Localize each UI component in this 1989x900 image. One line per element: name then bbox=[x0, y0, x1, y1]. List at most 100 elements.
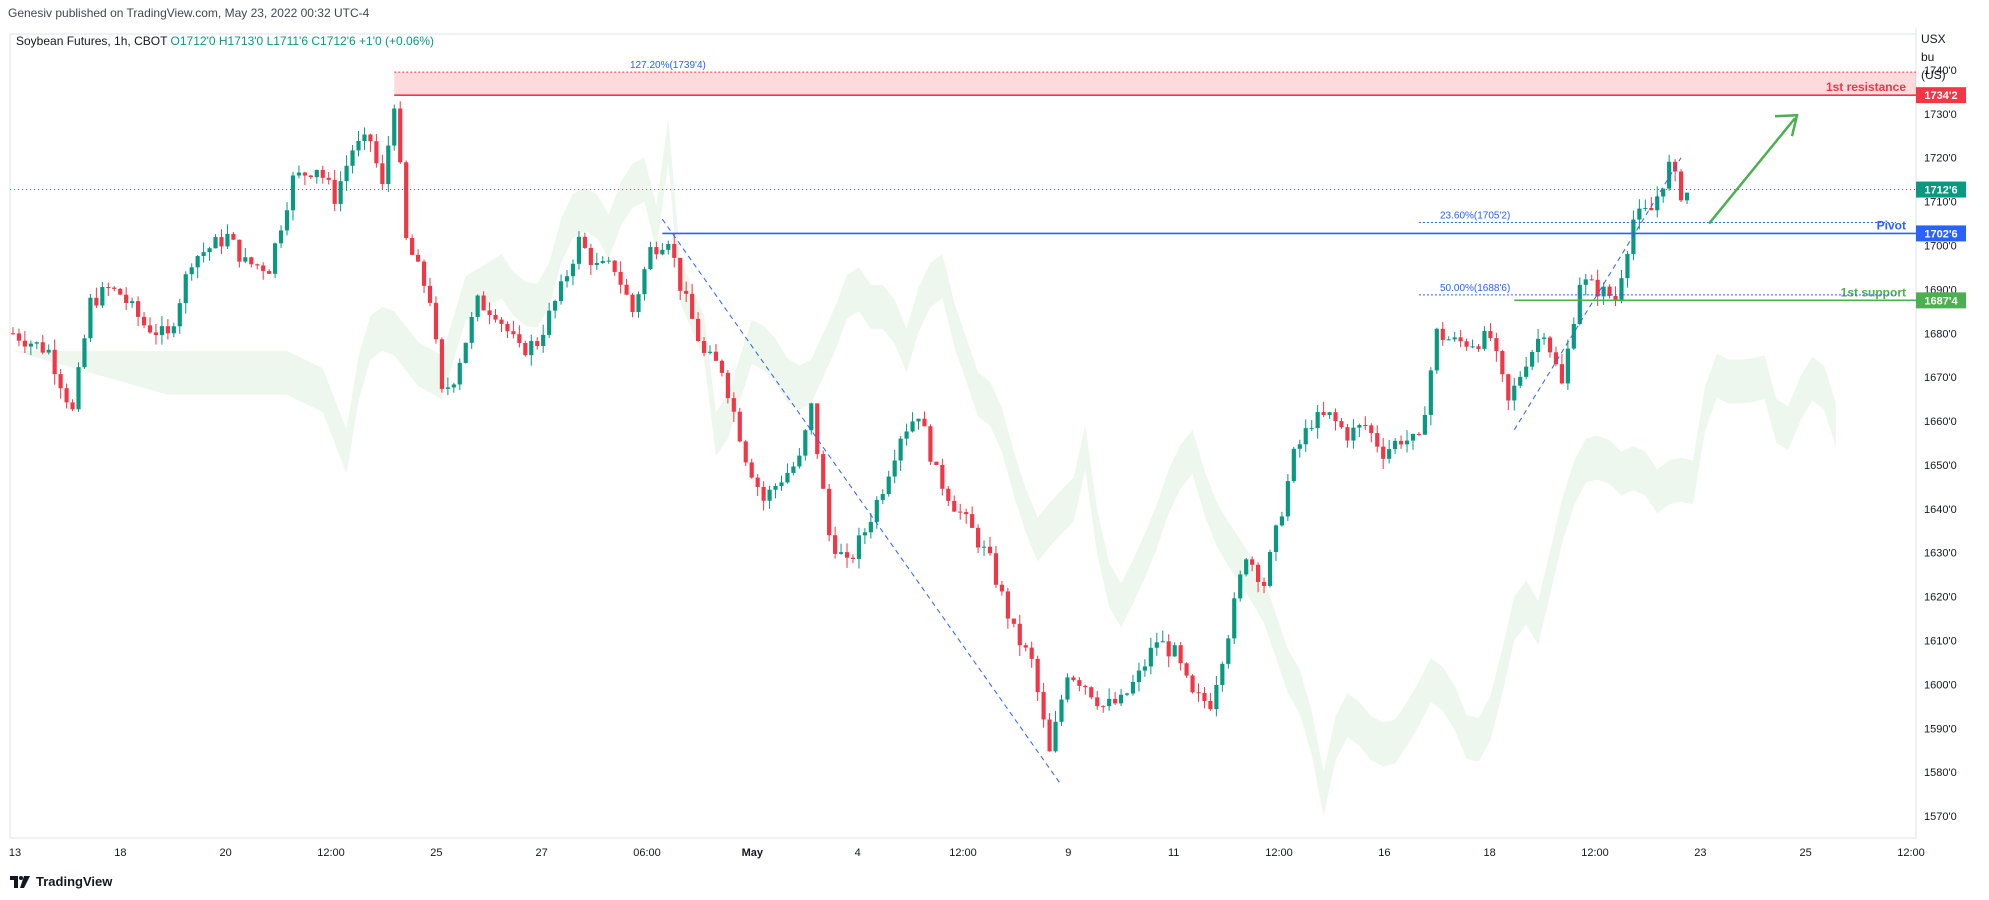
candle-body bbox=[362, 134, 366, 140]
candle-body bbox=[851, 558, 855, 559]
candle-body bbox=[1429, 370, 1433, 415]
candle-body bbox=[1679, 172, 1683, 201]
candle-body bbox=[1071, 677, 1075, 680]
price-tick-label: 1600'0 bbox=[1924, 679, 1957, 691]
candle-body bbox=[571, 264, 575, 276]
candle-body bbox=[654, 247, 658, 254]
candle-body bbox=[142, 317, 146, 325]
candle-body bbox=[803, 430, 807, 455]
candle-body bbox=[1417, 434, 1421, 435]
candle-body bbox=[1131, 682, 1135, 693]
candle-body bbox=[1578, 285, 1582, 324]
candle-body bbox=[184, 274, 188, 303]
candle-body bbox=[750, 462, 754, 477]
candle-body bbox=[59, 374, 63, 388]
candle-body bbox=[791, 466, 795, 472]
candle-body bbox=[523, 343, 527, 355]
candle-body bbox=[1447, 339, 1451, 340]
candle-body bbox=[1649, 208, 1653, 210]
candle-body bbox=[696, 319, 700, 341]
time-tick-label: 23 bbox=[1694, 847, 1706, 859]
time-tick-label: 12:00 bbox=[1265, 847, 1293, 859]
candle-body bbox=[1631, 220, 1635, 254]
candle-body bbox=[172, 326, 176, 333]
price-tag-label: 1712'6 bbox=[1924, 185, 1957, 197]
candle-body bbox=[118, 289, 122, 295]
tradingview-logo-icon bbox=[10, 876, 30, 888]
candle-body bbox=[1208, 701, 1212, 709]
candle-body bbox=[589, 248, 593, 265]
candle-body bbox=[756, 478, 760, 487]
candle-body bbox=[1226, 638, 1230, 663]
candle-body bbox=[1119, 695, 1123, 704]
candle-body bbox=[1173, 645, 1177, 656]
candle-body bbox=[1238, 574, 1242, 598]
candle-body bbox=[1155, 642, 1159, 647]
time-tick-label: 12:00 bbox=[949, 847, 977, 859]
fib-label: 50.00%(1688'6) bbox=[1440, 283, 1510, 294]
candle-body bbox=[1506, 374, 1510, 400]
candle-body bbox=[249, 257, 253, 264]
candle-body bbox=[946, 489, 950, 501]
candle-body bbox=[1143, 666, 1147, 670]
candle-body bbox=[1047, 719, 1051, 751]
candle-body bbox=[1202, 693, 1206, 701]
candle-body bbox=[1024, 645, 1028, 647]
price-tick-label: 1700'0 bbox=[1924, 241, 1957, 253]
candle-body bbox=[368, 134, 372, 141]
candle-body bbox=[1185, 663, 1189, 675]
candle-body bbox=[1411, 434, 1415, 441]
candle-body bbox=[434, 303, 438, 339]
candle-body bbox=[1369, 425, 1373, 433]
candle-body bbox=[839, 552, 843, 554]
candle-body bbox=[857, 535, 861, 559]
candle-body bbox=[1584, 279, 1588, 284]
price-tag-label: 1734'2 bbox=[1924, 90, 1957, 102]
candle-body bbox=[636, 294, 640, 312]
candle-body bbox=[1042, 692, 1046, 719]
candle-body bbox=[1351, 428, 1355, 441]
candle-body bbox=[237, 240, 241, 262]
candle-body bbox=[1524, 367, 1528, 377]
candle-body bbox=[1459, 337, 1463, 341]
candle-body bbox=[720, 361, 724, 373]
price-tick-label: 1650'0 bbox=[1924, 460, 1957, 472]
price-tick-label: 1720'0 bbox=[1924, 153, 1957, 165]
candle-body bbox=[1179, 645, 1183, 663]
candle-body bbox=[1107, 699, 1111, 706]
price-tick-label: 1730'0 bbox=[1924, 109, 1957, 121]
candle-body bbox=[1333, 412, 1337, 421]
candle-body bbox=[404, 162, 408, 238]
candle-body bbox=[1232, 598, 1236, 638]
candle-body bbox=[1065, 677, 1069, 699]
candle-body bbox=[422, 262, 426, 286]
candle-body bbox=[708, 352, 712, 353]
candle-body bbox=[345, 166, 349, 181]
candle-body bbox=[1590, 279, 1594, 280]
footer-brand[interactable]: TradingView bbox=[10, 874, 112, 889]
price-chart[interactable]: 1570'0 1580'0 1590'0 1600'0 1610'0 1620'0 1630… bbox=[0, 0, 1989, 870]
candle-body bbox=[291, 175, 295, 210]
candle-body bbox=[1637, 209, 1641, 220]
candle-body bbox=[1274, 525, 1278, 552]
candle-body bbox=[273, 243, 277, 274]
candle-body bbox=[988, 547, 992, 554]
candle-body bbox=[863, 532, 867, 535]
candle-body bbox=[487, 310, 491, 315]
candle-body bbox=[1095, 697, 1099, 706]
candle-body bbox=[1190, 676, 1194, 693]
candle-body bbox=[315, 170, 319, 177]
level-annotation: Pivot bbox=[1877, 218, 1906, 232]
candle-body bbox=[547, 311, 551, 335]
candle-body bbox=[744, 441, 748, 462]
candle-body bbox=[958, 512, 962, 513]
candle-body bbox=[440, 339, 444, 389]
fib-label: 23.60%(1705'2) bbox=[1440, 210, 1510, 221]
candle-body bbox=[910, 421, 914, 431]
candle-body bbox=[160, 326, 164, 335]
candle-body bbox=[779, 482, 783, 486]
candle-body bbox=[642, 269, 646, 294]
candle-body bbox=[35, 342, 39, 343]
candle-body bbox=[1387, 449, 1391, 459]
plot-frame bbox=[10, 34, 1916, 838]
